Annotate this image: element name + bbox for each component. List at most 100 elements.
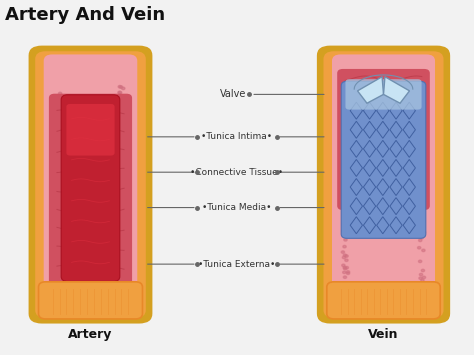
Circle shape [341,251,345,253]
Circle shape [419,239,422,242]
Circle shape [421,290,425,293]
Circle shape [54,125,57,127]
Circle shape [57,144,60,147]
Circle shape [119,86,123,88]
Circle shape [343,291,346,294]
Circle shape [118,196,121,199]
Circle shape [422,276,426,279]
Circle shape [342,256,346,259]
Circle shape [125,235,128,238]
Circle shape [118,86,121,88]
Circle shape [419,231,423,233]
Circle shape [56,188,59,190]
Circle shape [421,222,425,224]
Circle shape [119,206,123,208]
Circle shape [117,168,120,171]
Circle shape [343,254,346,256]
Circle shape [54,133,57,136]
Circle shape [55,209,58,212]
Circle shape [342,285,346,288]
Circle shape [342,193,346,196]
Circle shape [114,230,117,233]
Circle shape [421,269,425,272]
Circle shape [343,266,346,269]
Circle shape [114,152,117,154]
Circle shape [346,293,349,295]
Circle shape [53,204,56,207]
Circle shape [122,87,125,90]
FancyBboxPatch shape [337,69,430,210]
Circle shape [123,181,126,184]
Circle shape [419,226,422,229]
Circle shape [121,220,125,223]
Circle shape [118,212,122,214]
Polygon shape [383,77,410,103]
Circle shape [115,154,118,157]
Circle shape [116,226,119,228]
FancyBboxPatch shape [44,54,137,313]
Circle shape [122,255,125,257]
Circle shape [121,195,124,197]
FancyBboxPatch shape [61,95,120,282]
Circle shape [116,114,119,116]
Circle shape [53,236,56,238]
Circle shape [64,242,67,245]
Circle shape [123,282,126,285]
Circle shape [58,131,62,133]
Circle shape [346,272,350,274]
Circle shape [421,285,425,288]
Circle shape [345,255,348,257]
Circle shape [55,122,58,125]
FancyBboxPatch shape [66,104,115,155]
Circle shape [58,235,61,237]
Circle shape [345,224,348,226]
Circle shape [344,267,347,270]
Text: •Tunica Intima•: •Tunica Intima• [201,132,273,141]
Circle shape [117,123,120,125]
Circle shape [124,170,128,172]
Circle shape [61,123,64,125]
Circle shape [124,248,128,251]
Circle shape [422,249,425,252]
Circle shape [418,229,421,231]
Circle shape [419,277,422,279]
Circle shape [422,231,426,234]
Circle shape [114,222,118,224]
Circle shape [59,205,63,207]
Circle shape [342,264,345,267]
FancyBboxPatch shape [35,51,146,318]
Circle shape [58,216,62,218]
Circle shape [342,223,346,225]
Circle shape [346,271,350,273]
Circle shape [118,91,122,94]
Circle shape [58,164,62,166]
Circle shape [63,223,66,226]
FancyBboxPatch shape [28,45,153,323]
Circle shape [345,192,347,195]
Circle shape [121,168,124,170]
Circle shape [55,177,59,180]
Circle shape [345,266,348,269]
Circle shape [62,266,65,268]
Circle shape [342,230,345,232]
FancyBboxPatch shape [346,79,421,110]
Circle shape [418,178,421,180]
Circle shape [59,162,62,164]
Circle shape [61,201,64,203]
Circle shape [420,220,423,223]
Circle shape [344,195,347,198]
Text: Valve: Valve [220,89,246,99]
Circle shape [346,179,349,181]
Circle shape [418,179,421,182]
Circle shape [345,182,348,185]
Text: Vein: Vein [368,328,399,342]
Circle shape [64,239,67,241]
Circle shape [422,289,425,292]
Circle shape [343,204,346,206]
Circle shape [54,262,57,264]
Circle shape [58,92,62,95]
Circle shape [62,159,65,161]
Circle shape [343,245,346,248]
Circle shape [59,224,62,226]
Circle shape [345,208,348,211]
